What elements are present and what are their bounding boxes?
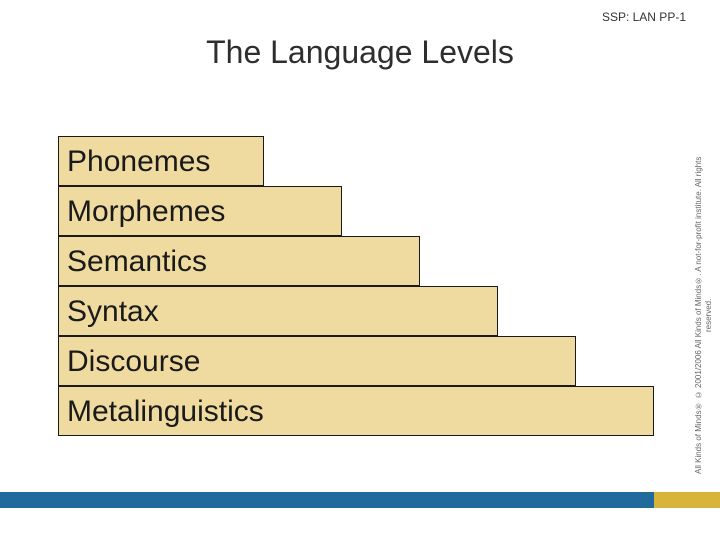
step-2: Semantics [58, 236, 420, 286]
footer-bar [0, 492, 654, 508]
step-4: Discourse [58, 336, 576, 386]
stair-diagram: PhonemesMorphemesSemanticsSyntaxDiscours… [58, 136, 654, 436]
slide: SSP: LAN PP-1 The Language Levels Phonem… [0, 0, 720, 540]
step-5: Metalinguistics [58, 386, 654, 436]
slide-title: The Language Levels [0, 34, 720, 71]
step-1: Morphemes [58, 186, 342, 236]
step-0: Phonemes [58, 136, 264, 186]
step-3: Syntax [58, 286, 498, 336]
footer-accent [654, 492, 720, 508]
copyright-vertical: All Kinds of Minds® © 2001/2006 All Kind… [694, 150, 714, 480]
header-code: SSP: LAN PP-1 [602, 10, 686, 24]
